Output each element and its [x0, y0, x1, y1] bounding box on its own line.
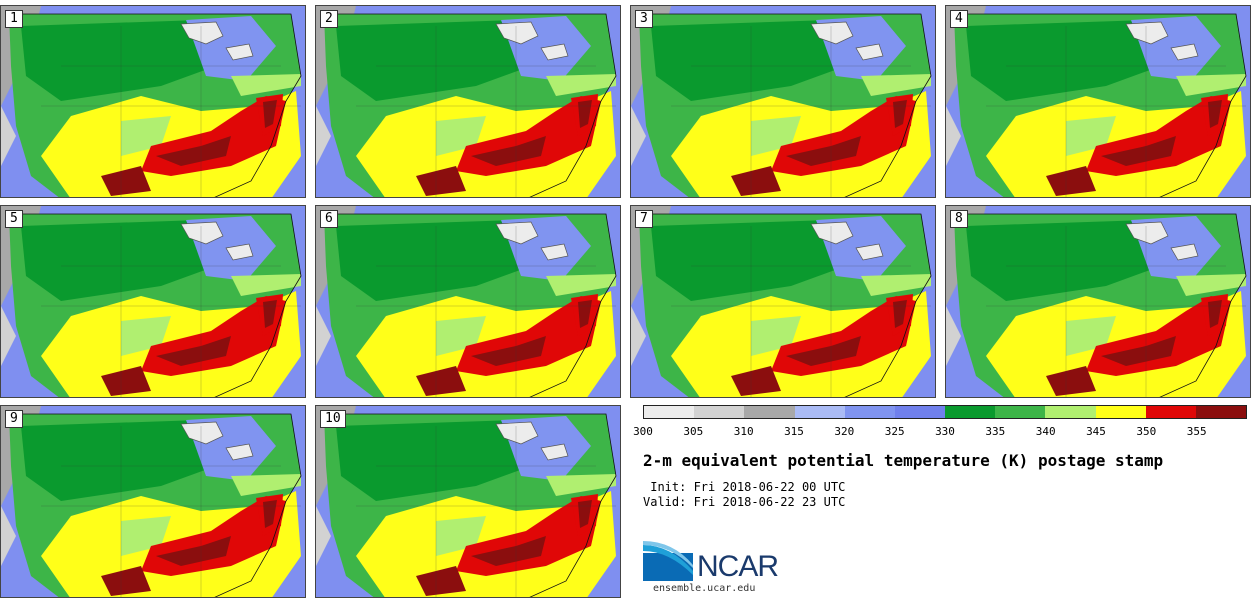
member-number-label: 2: [320, 10, 338, 28]
member-number-label: 4: [950, 10, 968, 28]
colorbar-tick-label: 325: [884, 425, 905, 438]
valid-time: Valid: Fri 2018-06-22 23 UTC: [643, 495, 846, 509]
colorbar-segment: [694, 406, 745, 418]
colorbar-segment: [894, 406, 946, 418]
postage-stamp-map: 3: [630, 5, 936, 198]
ncar-logo-icon: [643, 541, 693, 581]
postage-stamp-map: 2: [315, 5, 621, 198]
ncar-logo-text: NCAR: [697, 550, 779, 583]
colorbar-tick-label: 340: [1035, 425, 1056, 438]
colorbar-tick-label: 315: [784, 425, 804, 438]
member-number-label: 1: [5, 10, 23, 28]
postage-stamp-map: 6: [315, 205, 621, 398]
colorbar-tick-label: 320: [834, 425, 855, 438]
member-number-label: 5: [5, 210, 23, 228]
colorbar-tick-label: 350: [1136, 425, 1157, 438]
member-number-label: 10: [320, 410, 346, 428]
colorbar-segment: [644, 406, 695, 418]
member-number-label: 3: [635, 10, 653, 28]
postage-stamp-map: 7: [630, 205, 936, 398]
colorbar-segment: [945, 406, 996, 418]
colorbar-segment: [995, 406, 1046, 418]
colorbar-tick-label: 305: [683, 425, 704, 438]
colorbar-tick-label: 335: [985, 425, 1006, 438]
postage-stamp-map: 4: [945, 5, 1251, 198]
member-number-label: 9: [5, 410, 23, 428]
colorbar-tick-label: 355: [1186, 425, 1207, 438]
colorbar-tick-label: 310: [733, 425, 754, 438]
colorbar-segment: [794, 406, 845, 418]
colorbar-segment: [1095, 406, 1146, 418]
colorbar-tick-label: 330: [935, 425, 955, 438]
init-time: Init: Fri 2018-06-22 00 UTC: [643, 480, 846, 494]
colorbar-segment: [1195, 406, 1247, 418]
website-url: ensemble.ucar.edu: [653, 583, 756, 594]
postage-stamp-map: 9: [0, 405, 306, 598]
colorbar-tick-label: 300: [633, 425, 653, 438]
figure-title: 2-m equivalent potential temperature (K)…: [643, 451, 1164, 470]
colorbar-tick-label: 345: [1086, 425, 1106, 438]
colorbar-ticks: 300 305 310 315 320 325 330 335 340 345 350 355: [633, 425, 1247, 439]
postage-stamp-map: 1: [0, 5, 306, 198]
colorbar: [643, 405, 1247, 419]
postage-stamp-map: 10: [315, 405, 621, 598]
colorbar-segment: [1045, 406, 1096, 418]
postage-stamp-map: 8: [945, 205, 1251, 398]
colorbar-segment: [744, 406, 795, 418]
member-number-label: 8: [950, 210, 968, 228]
colorbar-segment: [844, 406, 895, 418]
member-number-label: 7: [635, 210, 653, 228]
colorbar-segment: [1145, 406, 1196, 418]
member-number-label: 6: [320, 210, 338, 228]
postage-stamp-map: 5: [0, 205, 306, 398]
